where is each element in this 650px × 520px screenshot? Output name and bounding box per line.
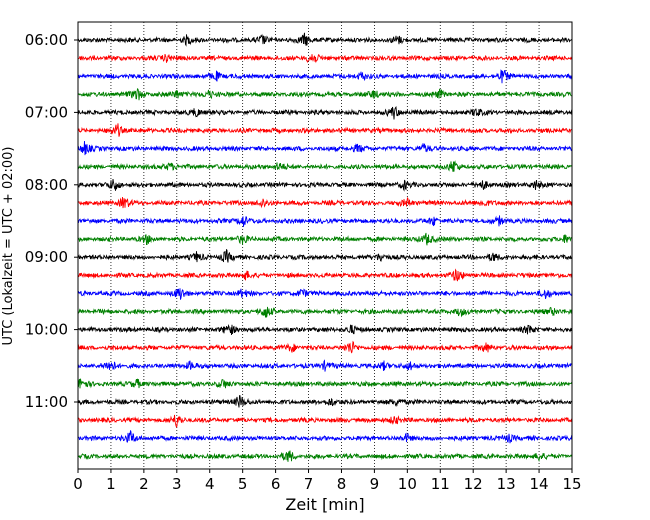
trace-1045 [77,378,573,389]
x-axis-label: Zeit [min] [285,495,364,514]
trace-0700 [77,105,573,120]
x-tick-label: 13 [497,475,516,493]
x-tick-label: 1 [106,475,116,493]
trace-0915 [77,268,573,282]
x-tick-label: 5 [238,475,248,493]
x-tick-label: 2 [139,475,149,493]
trace-0715 [77,123,573,137]
y-tick-label: 11:00 [25,393,68,411]
y-tick-label: 10:00 [25,321,68,339]
grid-lines [110,22,540,469]
trace-1100 [77,395,573,408]
trace-1000 [77,324,573,335]
trace-1115 [77,414,573,428]
trace-0745 [77,160,573,172]
x-tick-label: 14 [530,475,549,493]
trace-1015 [77,340,573,354]
trace-0845 [77,232,573,246]
x-tick-label: 11 [431,475,450,493]
x-tick-label: 3 [172,475,182,493]
x-tick-label: 10 [398,475,417,493]
trace-0730 [77,141,573,156]
trace-0600 [77,32,573,47]
y-axis-label: UTC (Lokalzeit = UTC + 02:00) [1,147,16,346]
trace-1130 [77,430,573,444]
x-tick-label: 7 [304,475,314,493]
x-tick-label: 12 [464,475,483,493]
y-axis-ticks: 06:00 07:00 08:00 09:00 10:00 11:00 [25,31,78,411]
y-tick-label: 06:00 [25,31,68,49]
x-tick-label: 15 [562,475,581,493]
trace-0945 [77,306,573,318]
trace-0630 [77,69,573,84]
trace-0815 [77,196,573,209]
trace-0930 [77,288,573,300]
trace-1145 [77,450,573,463]
trace-0830 [77,215,573,227]
trace-0645 [77,87,573,101]
x-tick-label: 4 [205,475,215,493]
x-axis-ticks: 0 1 2 3 4 5 6 7 8 9 10 11 12 13 14 15 [73,469,582,493]
x-tick-label: 0 [73,475,83,493]
x-tick-label: 6 [271,475,281,493]
y-tick-label: 09:00 [25,248,68,266]
trace-0800 [77,178,573,192]
traces [77,32,573,463]
y-tick-label: 08:00 [25,176,68,194]
trace-1030 [77,359,573,372]
trace-0615 [77,53,573,64]
trace-0900 [77,249,573,263]
plot-frame [77,21,573,470]
y-tick-label: 07:00 [25,103,68,121]
plot-background [78,22,572,469]
x-tick-label: 9 [370,475,380,493]
x-tick-label: 8 [337,475,347,493]
